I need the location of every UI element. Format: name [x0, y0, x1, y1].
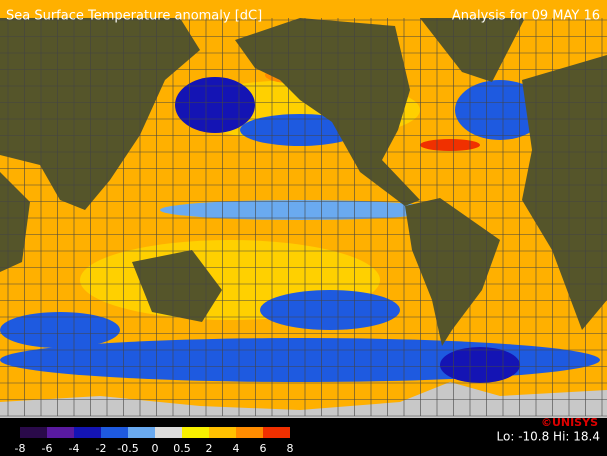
colorbar-label: 0.5: [173, 442, 191, 455]
colorbar: -8 -6 -4 -2 -0.5 0 0.5 2 4 6 8: [15, 427, 294, 455]
colorbar-swatch: [74, 427, 101, 438]
range: Lo: -10.8 Hi: 18.4: [497, 430, 600, 444]
africa-west: [0, 172, 30, 272]
colorbar-label: 4: [233, 442, 240, 455]
colorbar-label: -6: [42, 442, 53, 455]
colorbar-swatch: [155, 427, 182, 438]
title: Sea Surface Temperature anomaly [dC]: [6, 9, 262, 24]
warm-patch: [420, 139, 480, 151]
cold-patch: [160, 200, 440, 220]
credit: ©UNISYS: [541, 416, 598, 429]
colorbar-swatch: [20, 427, 47, 438]
graticule: [0, 18, 607, 417]
greenland: [420, 18, 525, 82]
cold-patch: [175, 77, 255, 133]
colorbar-swatch: [209, 427, 236, 438]
colorbar-label: -4: [69, 442, 80, 455]
colorbar-label: 8: [287, 442, 294, 455]
colorbar-swatch: [263, 427, 290, 438]
analysis-date: Analysis for 09 MAY 16: [452, 9, 600, 24]
colorbar-label: 0: [152, 442, 159, 455]
north-america: [235, 18, 420, 206]
cold-patch: [240, 114, 360, 146]
cold-patch: [440, 347, 520, 383]
eurasia: [0, 18, 200, 210]
colorbar-label: -0.5: [117, 442, 138, 455]
colorbar-label: 2: [206, 442, 213, 455]
colorbar-swatch: [101, 427, 128, 438]
colorbar-label: -2: [96, 442, 107, 455]
colorbar-label: 6: [260, 442, 267, 455]
colorbar-swatch: [236, 427, 263, 438]
antarctica: [0, 382, 607, 418]
australia: [132, 250, 222, 322]
colorbar-swatch: [128, 427, 155, 438]
colorbar-label: -8: [15, 442, 26, 455]
cold-patch: [260, 290, 400, 330]
colorbar-swatch: [182, 427, 209, 438]
cold-patch: [455, 80, 545, 140]
colorbar-swatch: [47, 427, 74, 438]
cold-patch: [0, 312, 120, 348]
south-america: [405, 198, 500, 346]
